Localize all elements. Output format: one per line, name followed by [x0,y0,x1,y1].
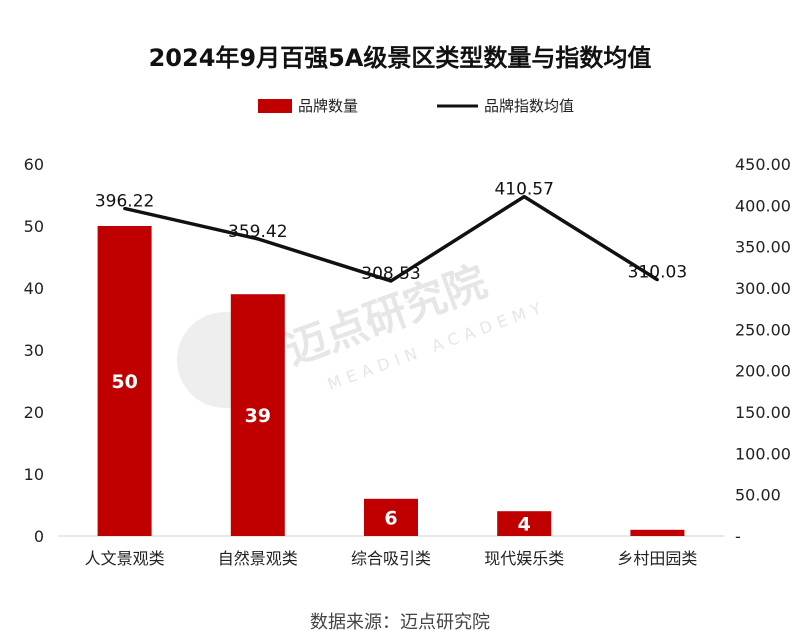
bar [97,226,152,536]
line-point [522,195,526,199]
y-left-tick-label: 40 [24,279,44,298]
bar-data-label: 39 [245,405,271,427]
line-point [389,279,393,283]
x-tick-label: 现代娱乐类 [484,549,564,568]
bar [230,294,285,536]
y-right-tick-label: 200.00 [735,362,791,381]
bar-series: 50 39 6 4 [97,226,685,536]
line-data-label: 359.42 [228,222,287,242]
y-right-tick-label: 250.00 [735,320,791,339]
legend-line-label: 品牌指数均值 [484,97,574,115]
legend-bar-swatch [258,99,292,113]
y-right-tick-label: 50.00 [735,486,781,505]
y-right-tick-label: 400.00 [735,196,791,215]
source-note: 数据来源：迈点研究院 [310,612,490,633]
bar-data-label: 4 [518,514,531,536]
x-tick-label: 综合吸引类 [351,549,431,568]
y-right-tick-label: 350.00 [735,238,791,257]
line-point [655,278,659,282]
bar [364,498,418,536]
bar [630,529,685,536]
line-point [123,206,127,210]
line-data-label: 310.03 [628,263,687,283]
line-data-label: 396.22 [95,191,154,211]
y-left-tick-label: 0 [34,527,44,546]
y-right-tick-label: - [735,527,741,546]
y-right-tick-label: 100.00 [735,444,791,463]
line-point [256,237,260,241]
line-series: 396.22 359.42 308.53 410.57 310.03 [95,180,687,284]
bar [497,511,552,536]
line-data-label: 308.53 [361,264,420,284]
y-left-tick-label: 10 [24,465,44,484]
chart-title: 2024年9月百强5A级景区类型数量与指数均值 [149,44,652,72]
y-axis-right: - 50.00 100.00 150.00 200.00 250.00 300.00 350.… [735,155,791,546]
x-tick-label: 自然景观类 [218,549,298,568]
y-right-tick-label: 450.00 [735,155,791,174]
y-left-tick-label: 60 [24,155,44,174]
line-data-label: 410.57 [494,180,553,200]
y-right-tick-label: 150.00 [735,403,791,422]
bar-data-label: 6 [384,507,397,529]
y-axis-left: 0 10 20 30 40 50 60 [24,155,44,546]
bar-data-label: 50 [111,371,137,393]
x-tick-label: 人文景观类 [85,549,165,568]
y-left-tick-label: 50 [24,217,44,236]
y-left-tick-label: 20 [24,403,44,422]
y-left-tick-label: 30 [24,341,44,360]
legend-bar-label: 品牌数量 [298,97,358,115]
y-right-tick-label: 300.00 [735,279,791,298]
x-tick-label: 乡村田园类 [617,549,697,568]
x-axis-categories: 人文景观类 自然景观类 综合吸引类 现代娱乐类 乡村田园类 [85,549,698,568]
legend: 品牌数量 品牌指数均值 [258,97,574,115]
